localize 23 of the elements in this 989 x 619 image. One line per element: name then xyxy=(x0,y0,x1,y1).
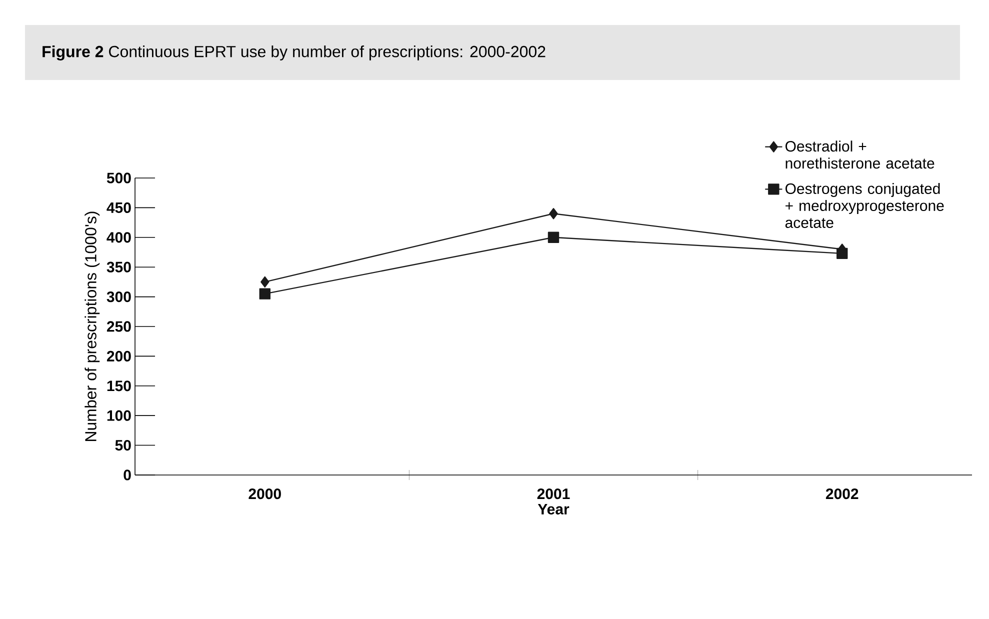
y-tick-label: 400 xyxy=(106,232,131,243)
y-tick-label: 50 xyxy=(115,440,131,451)
y-tick-label: 150 xyxy=(107,380,131,392)
point xyxy=(548,232,560,243)
y-tick-label: 200 xyxy=(106,350,131,362)
chart-title: Figure 2 Continuous EPRT use by number of prescriptions: 2000-2002 xyxy=(42,46,546,60)
y-tick-label: 0 xyxy=(124,470,131,480)
legend-label: Oestradiol + norethisterone acetate xyxy=(786,140,934,169)
legend-label: Oestrogens conjugated + medroxyprogesterone acetate xyxy=(785,182,944,228)
y-tick-label: 300 xyxy=(106,291,131,302)
point xyxy=(259,288,270,300)
point xyxy=(260,276,270,288)
y-tick-label: 250 xyxy=(106,321,131,332)
x-axis-title: Year xyxy=(538,504,570,514)
y-tick-label: 350 xyxy=(106,262,131,272)
y-tick-label: 500 xyxy=(106,172,131,184)
x-tick-label: 2000 xyxy=(248,488,281,500)
x-tick-label: 2002 xyxy=(826,488,858,500)
point xyxy=(549,208,558,220)
x-tick-label: 2001 xyxy=(537,488,570,500)
y-axis-title: Number of prescriptions (1000's) xyxy=(84,212,100,441)
y-tick-label: 100 xyxy=(107,410,131,421)
y-tick-label: 450 xyxy=(106,202,131,213)
